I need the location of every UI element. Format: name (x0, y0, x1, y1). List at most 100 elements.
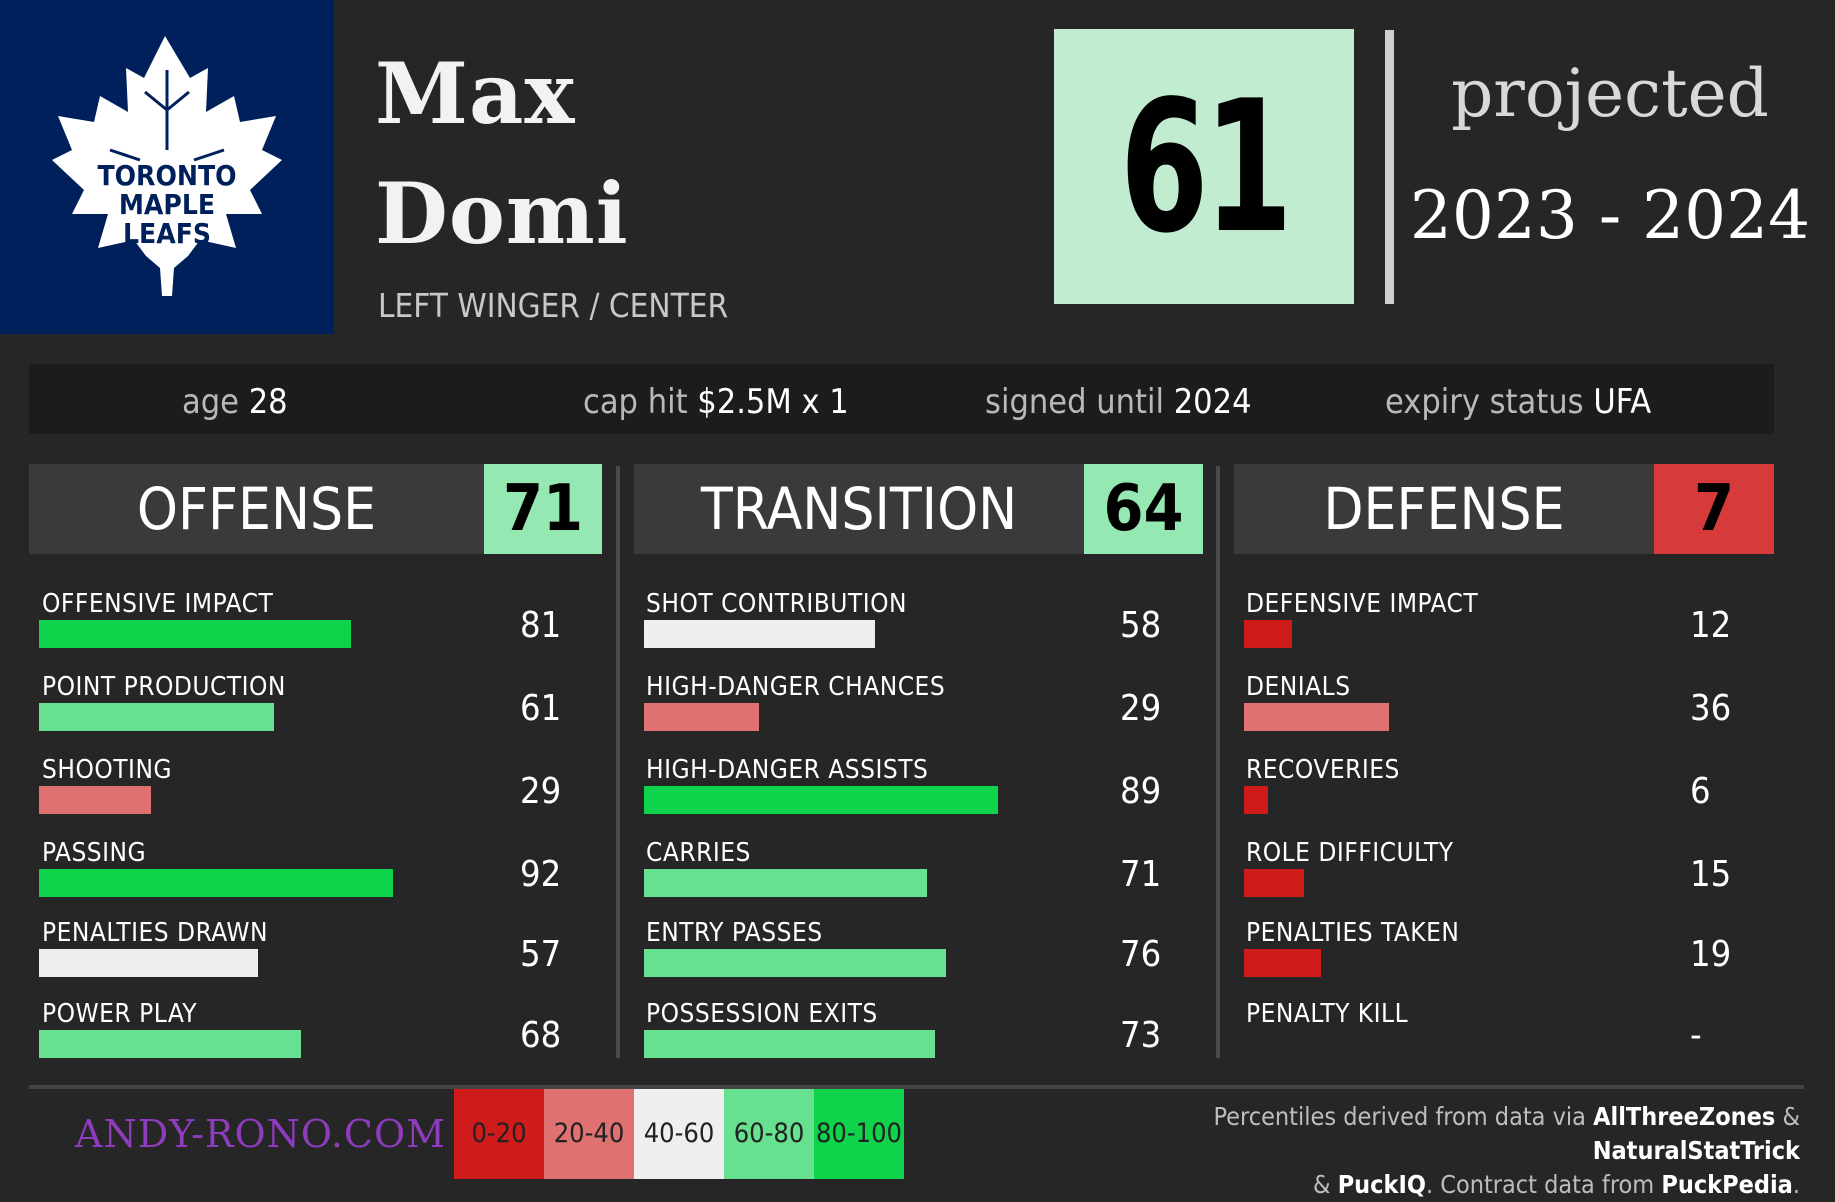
metric-label: HIGH-DANGER CHANCES (646, 672, 946, 702)
source-puckpedia: PuckPedia (1661, 1170, 1793, 1199)
logo-text-1: TORONTO (97, 159, 236, 192)
metric-value: 81 (520, 605, 562, 646)
metric-value: 19 (1690, 934, 1732, 975)
column-separator (1216, 466, 1220, 1058)
metric-value: 89 (1120, 771, 1162, 812)
metric-value: 58 (1120, 605, 1162, 646)
credits-text: Percentiles derived from data via (1213, 1102, 1594, 1131)
category-score: 7 (1654, 464, 1774, 554)
metric-label: OFFENSIVE IMPACT (42, 589, 274, 619)
metric-label: PENALTIES TAKEN (1246, 918, 1460, 948)
metric-label: PASSING (42, 838, 147, 868)
header-divider (1385, 30, 1394, 304)
site-name[interactable]: ANDY-RONO.COM (75, 1112, 447, 1156)
metric-label: POINT PRODUCTION (42, 672, 286, 702)
expiry-status-value: UFA (1593, 382, 1652, 422)
metric-value: 92 (520, 854, 562, 895)
category-score: 71 (484, 464, 602, 554)
category-header-2: DEFENSE 7 (1234, 464, 1774, 554)
category-title: OFFENSE (136, 475, 377, 543)
metric-label: RECOVERIES (1246, 755, 1400, 785)
metric-value: 71 (1120, 854, 1162, 895)
metric-value: 12 (1690, 605, 1732, 646)
maple-leaf-icon: TORONTO MAPLE LEAFS (52, 36, 282, 296)
metric-value: 68 (520, 1015, 562, 1056)
metric-bar (644, 703, 759, 731)
column-separator (616, 466, 620, 1058)
metric-bar (1244, 949, 1321, 977)
projected-label: projected (1451, 55, 1769, 132)
contract-info-bar: age 28 cap hit $2.5M x 1 signed until 20… (29, 364, 1774, 434)
signed-until-info: signed until 2024 (985, 382, 1252, 422)
metric-value: 57 (520, 934, 562, 975)
logo-text-2: MAPLE (119, 188, 215, 221)
metric-bar (39, 869, 393, 897)
source-naturalstattrick: NaturalStatTrick (1592, 1136, 1800, 1165)
team-logo: TORONTO MAPLE LEAFS (0, 0, 334, 334)
metric-label: POSSESSION EXITS (646, 999, 878, 1029)
metric-bar (39, 1030, 301, 1058)
expiry-status-info: expiry status UFA (1385, 382, 1651, 422)
metric-label: ENTRY PASSES (646, 918, 823, 948)
metric-label: PENALTIES DRAWN (42, 918, 268, 948)
expiry-status-label: expiry status (1385, 382, 1584, 422)
metric-value: 6 (1690, 771, 1711, 812)
age-value: 28 (248, 382, 288, 422)
cap-hit-value: $2.5M x 1 (697, 382, 849, 422)
signed-until-label: signed until (985, 382, 1164, 422)
metric-value: 15 (1690, 854, 1732, 895)
metric-label: SHOOTING (42, 755, 173, 785)
player-last-name: Domi (375, 164, 629, 263)
metric-label: CARRIES (646, 838, 751, 868)
metric-bar (1244, 786, 1268, 814)
metric-value: 61 (520, 688, 562, 729)
metric-value: 29 (1120, 688, 1162, 729)
metric-bar (644, 949, 946, 977)
category-score: 64 (1084, 464, 1203, 554)
metric-label: ROLE DIFFICULTY (1246, 838, 1454, 868)
overall-score-box: 61 (1054, 29, 1354, 304)
category-header-1: TRANSITION 64 (634, 464, 1203, 554)
metric-value: 73 (1120, 1015, 1162, 1056)
age-info: age 28 (182, 382, 288, 422)
metric-label: DENIALS (1246, 672, 1351, 702)
footer-divider (29, 1085, 1804, 1089)
credits-period: . (1792, 1170, 1800, 1199)
metric-bar (644, 1030, 935, 1058)
legend-cell: 40-60 (634, 1089, 724, 1179)
metric-bar (39, 786, 151, 814)
data-credits: Percentiles derived from data via AllThr… (1080, 1100, 1800, 1202)
metric-bar (1244, 620, 1292, 648)
metric-bar (39, 703, 274, 731)
signed-until-value: 2024 (1173, 382, 1252, 422)
metric-bar (1244, 869, 1304, 897)
metric-value: - (1690, 1015, 1702, 1056)
category-title: DEFENSE (1323, 475, 1565, 543)
legend-cell: 60-80 (724, 1089, 814, 1179)
player-position: LEFT WINGER / CENTER (378, 286, 729, 325)
age-label: age (182, 382, 239, 422)
metric-label: SHOT CONTRIBUTION (646, 589, 907, 619)
metric-bar (644, 786, 998, 814)
metric-bar (644, 869, 927, 897)
source-puckiq: PuckIQ (1337, 1170, 1426, 1199)
legend-cell: 0-20 (454, 1089, 544, 1179)
season-label: 2023 - 2024 (1409, 177, 1811, 254)
credits-amp-2: & (1313, 1170, 1338, 1199)
cap-hit-label: cap hit (583, 382, 688, 422)
credits-text-2: . Contract data from (1425, 1170, 1662, 1199)
cap-hit-info: cap hit $2.5M x 1 (583, 382, 849, 422)
logo-text-3: LEAFS (123, 217, 211, 250)
category-title: TRANSITION (700, 475, 1018, 543)
category-header-0: OFFENSE 71 (29, 464, 602, 554)
metric-value: 76 (1120, 934, 1162, 975)
metric-bar (39, 949, 258, 977)
metric-bar (39, 620, 351, 648)
metric-label: HIGH-DANGER ASSISTS (646, 755, 929, 785)
metric-label: DEFENSIVE IMPACT (1246, 589, 1479, 619)
metric-value: 29 (520, 771, 562, 812)
legend-cell: 80-100 (814, 1089, 904, 1179)
metric-label: PENALTY KILL (1246, 999, 1409, 1029)
metric-bar (1244, 703, 1389, 731)
metric-label: POWER PLAY (42, 999, 198, 1029)
